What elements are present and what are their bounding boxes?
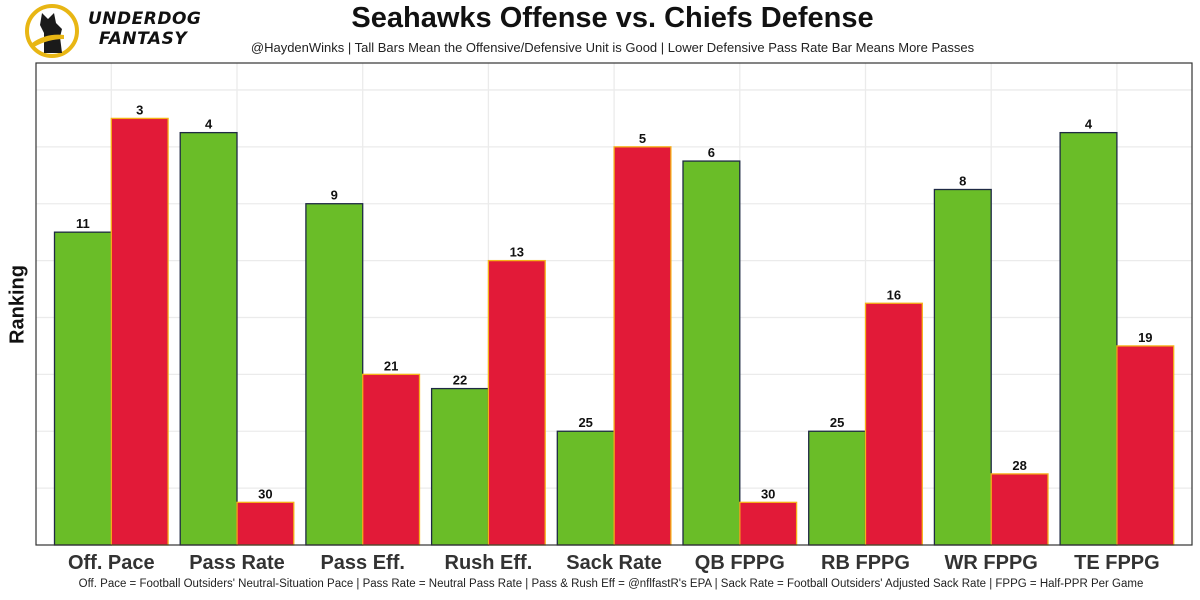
bar-offense-6 — [808, 430, 867, 546]
scarf-icon — [32, 34, 64, 47]
bar-offense-1 — [179, 131, 238, 546]
value-label-defense: 28 — [1012, 458, 1026, 473]
bar-offense-3 — [430, 387, 490, 546]
x-tick-label: Pass Rate — [189, 552, 285, 574]
bar-offense-8 — [1059, 131, 1118, 546]
value-label-offense: 8 — [959, 174, 966, 189]
x-tick-labels: Off. Pace Pass Rate Pass Eff. Rush Eff. Sack… — [68, 552, 1160, 574]
value-label-offense: 4 — [205, 117, 213, 132]
bar-defense-6 — [864, 302, 923, 546]
x-tick-label: Rush Eff. — [445, 552, 533, 574]
plot-frame — [35, 62, 1193, 546]
bar-defense-7 — [990, 473, 1049, 546]
bar-defense-2 — [362, 373, 421, 546]
value-label-defense: 3 — [136, 102, 143, 117]
value-label-offense: 9 — [331, 188, 338, 203]
x-tick-label: Pass Eff. — [320, 552, 404, 574]
value-label-offense: 11 — [76, 216, 90, 231]
bars — [53, 117, 1175, 546]
bar-offense-4 — [556, 430, 615, 546]
chart-title: Seahawks Offense vs. Chiefs Defense — [351, 2, 874, 34]
bar-defense-5 — [739, 501, 798, 546]
bar-offense-5 — [682, 160, 741, 546]
value-label-offense: 25 — [830, 415, 844, 430]
bar-defense-8 — [1116, 345, 1175, 546]
x-tick-label: TE FPPG — [1074, 552, 1160, 574]
bar-offense-7 — [933, 188, 992, 546]
bar-defense-0 — [110, 117, 169, 546]
x-tick-label: QB FPPG — [695, 552, 785, 574]
bar-defense-4 — [613, 146, 672, 546]
value-label-offense: 4 — [1085, 117, 1093, 132]
value-label-defense: 30 — [761, 486, 775, 501]
value-label-offense: 22 — [453, 373, 467, 388]
value-label-defense: 5 — [639, 131, 646, 146]
brand-line-1: UNDERDOG — [88, 9, 202, 29]
value-label-offense: 6 — [708, 145, 715, 160]
brand-wordmark: UNDERDOG FANTASY — [88, 9, 202, 49]
value-label-defense: 21 — [384, 358, 398, 373]
brand-line-2: FANTASY — [98, 29, 188, 49]
bar-offense-0 — [53, 231, 112, 546]
value-label-defense: 30 — [258, 486, 272, 501]
value-label-defense: 19 — [1138, 330, 1152, 345]
dog-silhouette-icon — [40, 13, 62, 53]
bar-defense-1 — [236, 501, 295, 546]
chart-caption: Off. Pace = Football Outsiders' Neutral-… — [78, 578, 1144, 590]
x-tick-label: Off. Pace — [68, 552, 155, 574]
value-label-defense: 16 — [887, 287, 901, 302]
x-tick-label: RB FPPG — [821, 552, 910, 574]
x-tick-label: Sack Rate — [566, 552, 662, 574]
bar-defense-3 — [487, 259, 546, 546]
value-labels: 11 3 4 30 9 21 22 13 25 5 6 30 25 16 8 28 4 19 — [76, 102, 1153, 501]
underdog-logo — [25, 4, 79, 58]
x-tick-label: WR FPPG — [945, 552, 1038, 574]
value-label-offense: 25 — [578, 415, 592, 430]
bar-offense-2 — [305, 203, 364, 546]
chart-subtitle: @HaydenWinks | Tall Bars Mean the Offens… — [250, 40, 975, 55]
value-label-defense: 13 — [510, 245, 524, 260]
